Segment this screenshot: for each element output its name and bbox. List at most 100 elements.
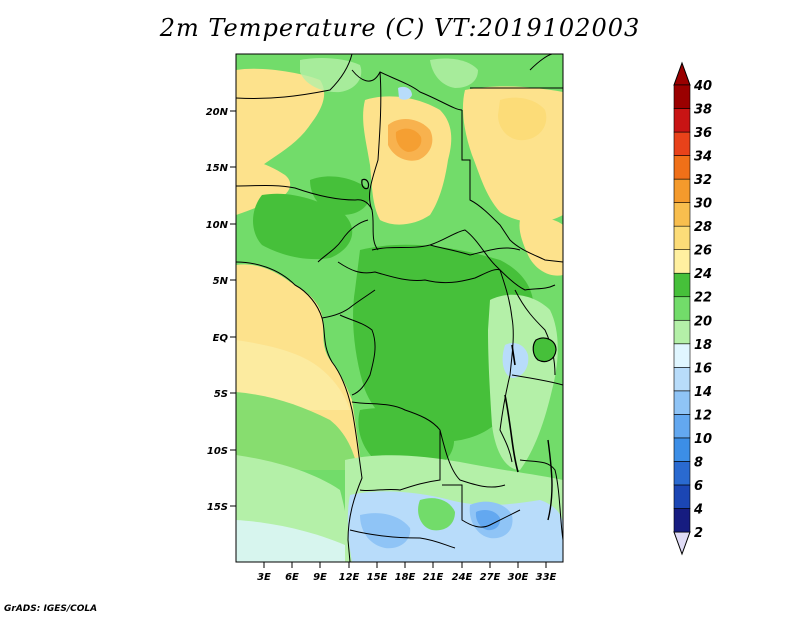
border-nigeria-cameroon [317, 219, 369, 263]
lat-tick-label: 5S [214, 389, 228, 400]
border-chad-east [369, 71, 382, 251]
border-tanzania [511, 374, 563, 386]
lake-malawi [547, 439, 553, 521]
colorbar-segment [673, 437, 691, 462]
lon-tick-label: 3E [257, 572, 271, 583]
colorbar-segment [673, 155, 691, 180]
lon-tick-label: 24E [452, 572, 473, 583]
lat-tick-label: EQ [213, 333, 229, 344]
lon-tick-label: 27E [480, 572, 501, 583]
lat-tick-label: 15S [207, 502, 228, 513]
south-dark-green [358, 408, 455, 468]
border-north-2 [351, 69, 463, 111]
lat-tick-label: 10S [207, 446, 228, 457]
map-frame [235, 53, 564, 563]
colorbar-segment [673, 414, 691, 439]
map-title: 2m Temperature (C) VT:2019102003 [159, 14, 641, 42]
colorbar-level-label: 30 [694, 197, 712, 212]
colorbar-level-label: 38 [694, 103, 712, 118]
ocean-cool-region [236, 340, 350, 410]
sahara-warm-west [236, 68, 325, 185]
lat-tick-label: 10N [206, 220, 229, 231]
lake-albert [511, 344, 516, 366]
colorbar-level-label: 18 [694, 338, 712, 353]
colorbar-segment [673, 319, 691, 345]
colorbar-segment [673, 484, 691, 509]
colorbar-level-label: 36 [694, 126, 712, 141]
lake-tanganyika [504, 394, 519, 473]
colorbar-segment [673, 508, 691, 533]
colorbar-segment [673, 249, 691, 274]
border-uganda-kenya [514, 289, 556, 376]
colorbar-segment [673, 108, 691, 133]
colorbar-segment [673, 84, 691, 109]
colorbar-segment [673, 367, 691, 392]
lon-tick-label: 21E [423, 572, 444, 583]
latitude-axis: 20N 15N 10N 5N EQ 5S 10S 15S [206, 107, 236, 513]
north-light-green [300, 57, 362, 93]
colorbar-level-label: 40 [693, 79, 712, 94]
border-north-1 [236, 54, 353, 100]
colorbar-level-label: 14 [694, 385, 712, 400]
lake-chad [361, 178, 370, 190]
south-cool-mid-blue [360, 513, 411, 549]
south-green-patch [418, 498, 455, 531]
colorbar-level-label: 2 [694, 526, 703, 541]
lon-tick-label: 33E [536, 572, 557, 583]
colorbar-level-label: 6 [694, 479, 703, 494]
south-cool-blue-3 [475, 510, 501, 531]
border-egypt-sudan [461, 110, 563, 263]
colorbar-level-label: 8 [694, 455, 703, 470]
lon-tick-label: 6E [285, 572, 299, 583]
lake-victoria [532, 337, 557, 363]
coastline-west [236, 261, 363, 562]
colorbar-segment [673, 296, 691, 321]
sahara-east-orange [498, 97, 547, 141]
sahel-west-band [236, 159, 291, 215]
lon-tick-label: 9E [313, 572, 327, 583]
colorbar-segment [673, 461, 691, 486]
colorbar-top-arrow [673, 61, 691, 86]
colorbar-segment [673, 202, 691, 227]
ocean-green-band [236, 392, 360, 480]
lon-tick-label: 30E [508, 572, 529, 583]
border-niger-nigeria [236, 185, 373, 211]
longitude-axis: 3E 6E 9E 12E 15E 18E 21E 24E 27E 30E 33E [257, 562, 557, 583]
border-zambia-south [442, 484, 521, 528]
border-angola-namibia [349, 529, 456, 549]
lat-tick-label: 5N [213, 276, 229, 287]
border-angola-zambia [359, 430, 441, 492]
basin-dark-green [353, 244, 534, 442]
lat-tick-label: 15N [206, 163, 229, 174]
lon-tick-label: 15E [367, 572, 388, 583]
lon-tick-label: 18E [395, 572, 416, 583]
colorbar-level-label: 32 [694, 173, 712, 188]
east-highlands-blue [502, 343, 529, 378]
ocean-pale-corner [236, 520, 350, 562]
border-sudan-ssudan [429, 244, 521, 256]
border-east-africa [519, 459, 563, 541]
colorbar-level-label: 10 [694, 432, 712, 447]
colorbar-level-label: 4 [693, 502, 703, 517]
colorbar-level-label: 20 [694, 314, 712, 329]
colorbar-level-label: 34 [694, 150, 712, 165]
lat-tick-label: 20N [206, 107, 229, 118]
border-car-north [371, 229, 496, 266]
border-car-south [337, 261, 501, 284]
colorbar-level-label: 26 [694, 244, 712, 259]
lon-tick-label: 12E [339, 572, 360, 583]
border-ssudan-south [494, 264, 556, 291]
colorbar-segment [673, 178, 691, 203]
colorbar-level-label: 16 [694, 361, 712, 376]
temperature-field [236, 54, 563, 562]
colorbar-level-label: 22 [694, 291, 712, 306]
footer-credit: GrADS: IGES/COLA [4, 604, 98, 614]
border-drc-east [499, 269, 514, 463]
colorbar-level-label: 24 [694, 267, 712, 282]
colorbar-bottom-arrow [673, 531, 691, 556]
colorbar-segment [673, 272, 691, 298]
country-borders [236, 54, 563, 562]
sahara-central-warm [363, 96, 452, 225]
